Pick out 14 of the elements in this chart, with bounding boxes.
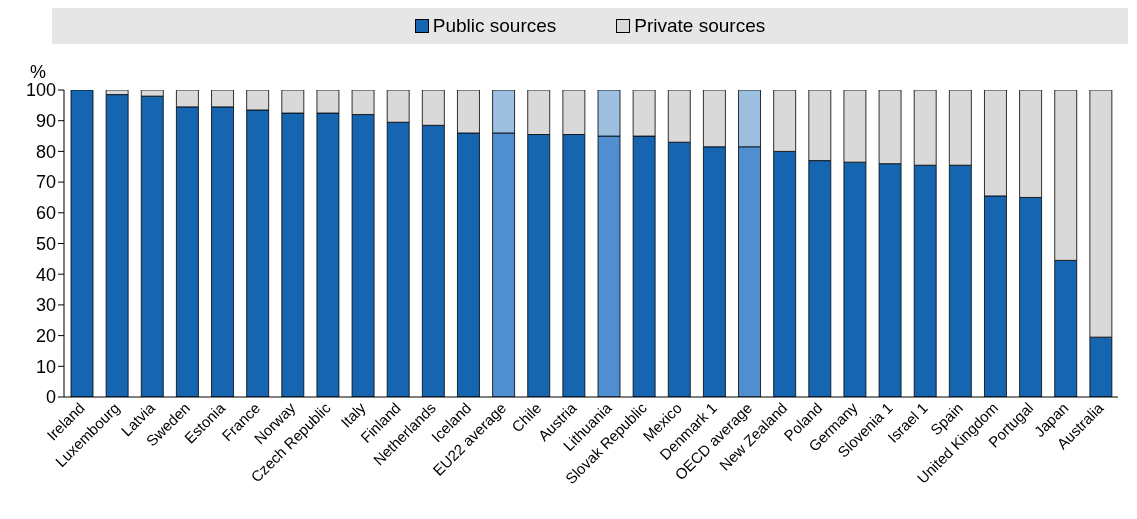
y-tick-label: 10 [35,356,56,377]
y-tick-label: 100 [25,80,56,101]
y-tick-label: 0 [45,387,56,408]
y-tick-label: 80 [35,141,56,162]
y-tick-label: 50 [35,233,56,254]
y-tick-label: 90 [35,111,56,132]
y-tick-label: 60 [35,203,56,224]
y-tick-label: 40 [35,264,56,285]
y-axis-title: % [30,62,47,82]
legend-label: Public sources [431,15,557,37]
y-tick-label: 70 [35,172,56,193]
legend-label: Private sources [633,15,766,37]
y-tick-label: 30 [35,295,56,316]
y-tick-label: 20 [35,325,56,346]
